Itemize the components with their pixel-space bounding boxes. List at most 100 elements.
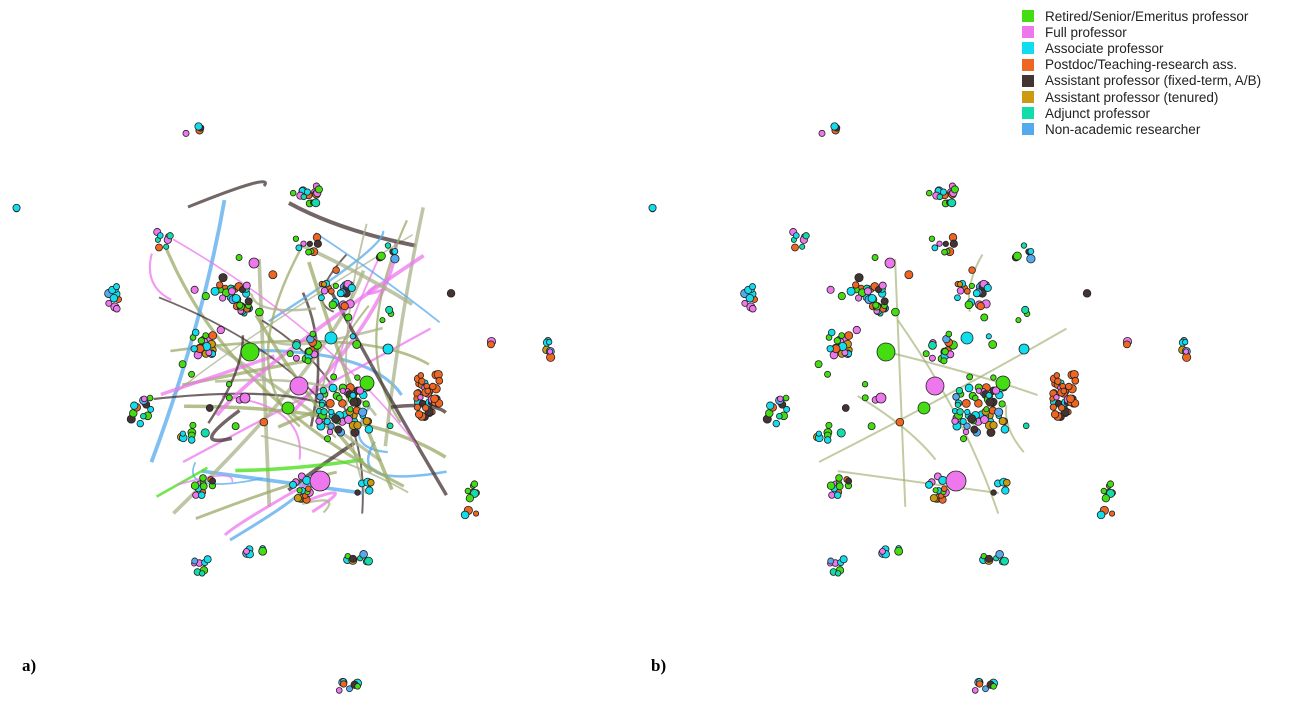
- network-node: [320, 408, 328, 416]
- network-node: [1071, 376, 1080, 385]
- panel-label-a: a): [22, 656, 37, 675]
- network-node: [960, 435, 968, 443]
- network-node: [197, 491, 206, 499]
- network-node: [309, 330, 317, 338]
- network-node: [648, 203, 657, 212]
- network-node: [349, 333, 356, 340]
- legend-label: Non-academic researcher: [1045, 121, 1201, 137]
- network-node: [349, 391, 357, 399]
- legend-item: Associate professor: [1022, 40, 1297, 56]
- network-node: [974, 399, 983, 408]
- network-edge: [881, 349, 1038, 396]
- network-node: [884, 257, 896, 269]
- network-node: [113, 304, 121, 313]
- network-node: [1003, 478, 1011, 487]
- network-node: [826, 481, 836, 490]
- network-node: [418, 377, 426, 385]
- network-node: [791, 243, 799, 252]
- network-node: [219, 294, 227, 302]
- network-node: [835, 482, 844, 491]
- network-node: [313, 239, 322, 248]
- legend-swatch: [1022, 74, 1034, 87]
- network-node: [305, 347, 313, 356]
- network-edge: [250, 293, 316, 312]
- network-node: [429, 382, 437, 391]
- network-node: [1123, 340, 1131, 349]
- network-node: [956, 286, 965, 295]
- legend-item: Non-academic researcher: [1022, 121, 1297, 137]
- network-node: [957, 281, 964, 288]
- network-node: [936, 240, 943, 247]
- network-edge: [223, 483, 306, 537]
- network-node: [330, 373, 338, 381]
- network-node: [815, 430, 822, 437]
- network-node: [355, 386, 365, 395]
- network-node: [352, 340, 362, 349]
- legend-item: Adjunct professor: [1022, 105, 1297, 121]
- network-node: [259, 417, 269, 427]
- network-node: [863, 287, 872, 296]
- network-node: [814, 360, 823, 369]
- network-node: [1027, 247, 1035, 255]
- network-node: [976, 680, 984, 688]
- network-node: [417, 394, 424, 401]
- network-node: [1101, 494, 1110, 503]
- network-node: [188, 370, 195, 378]
- network-node: [216, 281, 224, 289]
- network-node: [286, 350, 294, 358]
- network-node: [985, 397, 995, 407]
- network-node: [972, 289, 981, 298]
- network-node: [852, 325, 861, 335]
- network-node: [197, 337, 205, 345]
- network-node: [328, 408, 335, 416]
- network-node: [190, 481, 200, 490]
- network-node: [928, 341, 937, 350]
- network-node: [344, 313, 353, 322]
- network-node: [1050, 410, 1060, 419]
- network-node: [344, 415, 353, 424]
- network-node: [200, 428, 210, 438]
- network-node: [976, 301, 985, 311]
- network-node: [956, 408, 964, 416]
- network-node: [187, 436, 196, 444]
- network-node: [895, 417, 905, 427]
- network-node: [235, 254, 243, 261]
- network-node: [292, 235, 300, 242]
- network-node: [354, 374, 361, 381]
- network-node: [384, 242, 392, 249]
- network-node: [109, 293, 119, 303]
- network-node: [741, 299, 749, 307]
- network-node: [966, 373, 974, 381]
- network-edge: [172, 269, 366, 515]
- network-node: [1060, 387, 1068, 395]
- network-node: [364, 425, 374, 434]
- network-node: [749, 304, 757, 313]
- network-node: [954, 294, 961, 302]
- network-node: [289, 480, 297, 489]
- network-edge: [257, 259, 272, 507]
- network-node: [1026, 254, 1036, 264]
- network-node: [295, 244, 303, 252]
- network-node: [244, 297, 253, 306]
- network-edge: [383, 206, 425, 447]
- network-node: [382, 343, 394, 355]
- network-node: [825, 421, 833, 429]
- network-node: [435, 376, 444, 385]
- network-node: [335, 687, 343, 694]
- legend-item: Full professor: [1022, 24, 1297, 40]
- network-node: [364, 556, 373, 566]
- network-node: [334, 425, 343, 434]
- legend-swatch: [1022, 91, 1034, 104]
- network-node: [194, 122, 203, 131]
- network-node: [818, 129, 826, 137]
- network-node: [833, 337, 841, 345]
- network-edge: [177, 474, 234, 486]
- network-node: [951, 417, 959, 425]
- network-node: [1066, 394, 1075, 404]
- network-node: [980, 313, 989, 322]
- network-node: [331, 414, 341, 424]
- network-node: [878, 281, 887, 290]
- network-node: [875, 392, 887, 404]
- network-node: [340, 301, 349, 311]
